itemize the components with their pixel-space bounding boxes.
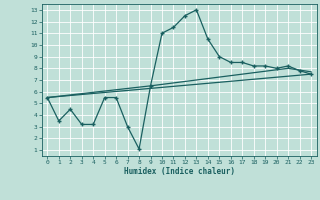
X-axis label: Humidex (Indice chaleur): Humidex (Indice chaleur) xyxy=(124,167,235,176)
